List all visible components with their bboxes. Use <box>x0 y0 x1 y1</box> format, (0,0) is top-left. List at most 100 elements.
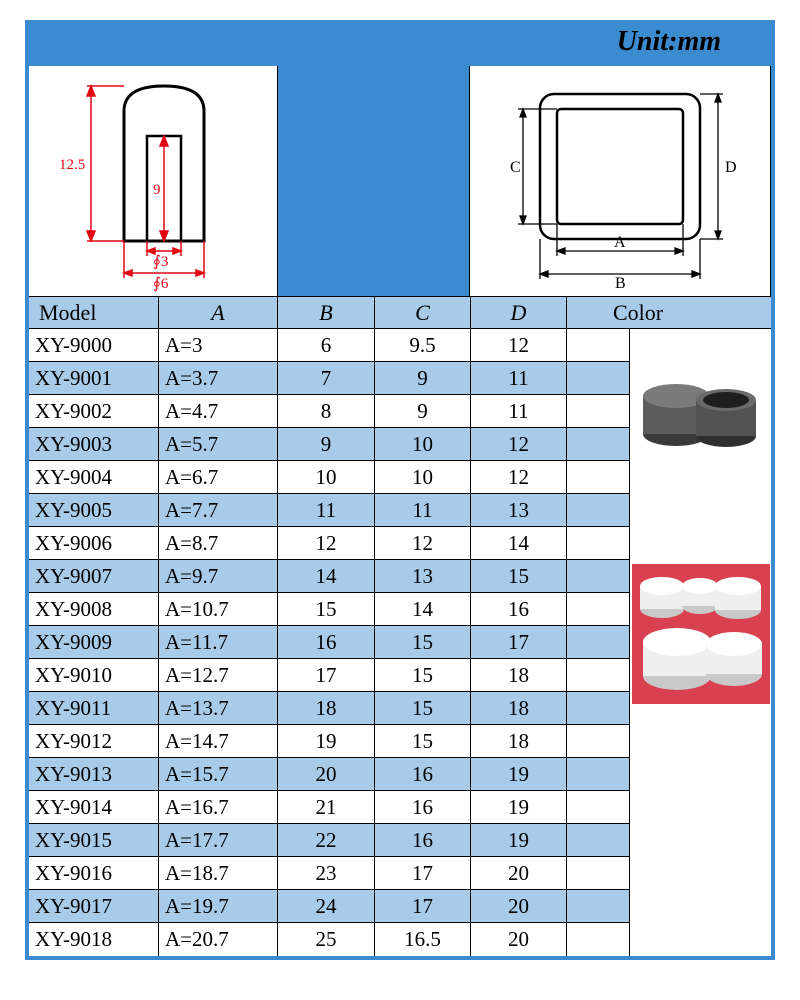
cell-c: 17 <box>375 890 471 922</box>
cell-b: 12 <box>278 527 375 559</box>
cell-b: 23 <box>278 857 375 889</box>
table-row: XY-9011A=13.7181518 <box>29 692 629 725</box>
dim-height-outer: 12.5 <box>59 157 85 173</box>
dim-d: D <box>725 159 737 176</box>
cell-d: 19 <box>471 758 567 790</box>
cell-b: 19 <box>278 725 375 757</box>
cell-c: 15 <box>375 692 471 724</box>
hdr-c: C <box>375 297 471 328</box>
cell-model: XY-9018 <box>29 923 159 956</box>
cell-d: 18 <box>471 659 567 691</box>
cell-d: 12 <box>471 461 567 493</box>
cell-c: 16 <box>375 791 471 823</box>
product-white-caps-icon <box>632 564 770 704</box>
cell-a: A=15.7 <box>159 758 278 790</box>
product-grey-caps-icon <box>638 364 763 459</box>
cell-c: 10 <box>375 428 471 460</box>
cell-c: 15 <box>375 659 471 691</box>
cell-d: 17 <box>471 626 567 658</box>
cell-model: XY-9005 <box>29 494 159 526</box>
cell-c: 15 <box>375 626 471 658</box>
cell-model: XY-9012 <box>29 725 159 757</box>
hdr-b: B <box>278 297 375 328</box>
cell-d: 20 <box>471 923 567 956</box>
cell-a: A=16.7 <box>159 791 278 823</box>
table-header: Model A B C D Color <box>29 296 771 329</box>
spec-sheet: Unit:mm 12.5 <box>25 20 775 960</box>
cell-b: 9 <box>278 428 375 460</box>
table-row: XY-9017A=19.7241720 <box>29 890 629 923</box>
cell-model: XY-9007 <box>29 560 159 592</box>
cell-d: 19 <box>471 791 567 823</box>
cell-b: 7 <box>278 362 375 394</box>
cell-model: XY-9015 <box>29 824 159 856</box>
dim-a: A <box>614 234 626 251</box>
cell-d: 18 <box>471 725 567 757</box>
cell-c: 11 <box>375 494 471 526</box>
cell-a: A=4.7 <box>159 395 278 427</box>
cell-a: A=6.7 <box>159 461 278 493</box>
cell-d: 11 <box>471 395 567 427</box>
cell-a: A=9.7 <box>159 560 278 592</box>
cell-a: A=17.7 <box>159 824 278 856</box>
table-body: XY-9000A=369.512XY-9001A=3.77911XY-9002A… <box>29 329 629 956</box>
table-row: XY-9005A=7.7111113 <box>29 494 629 527</box>
table-row: XY-9008A=10.7151416 <box>29 593 629 626</box>
cell-model: XY-9017 <box>29 890 159 922</box>
cell-model: XY-9009 <box>29 626 159 658</box>
cell-model: XY-9011 <box>29 692 159 724</box>
cell-d: 14 <box>471 527 567 559</box>
cell-c: 9 <box>375 362 471 394</box>
diagram-side-view: 12.5 9 ∮3 <box>29 66 278 296</box>
cell-d: 18 <box>471 692 567 724</box>
table-row: XY-9002A=4.78911 <box>29 395 629 428</box>
cell-d: 20 <box>471 890 567 922</box>
cell-model: XY-9008 <box>29 593 159 625</box>
cell-d: 13 <box>471 494 567 526</box>
cap-top-svg: A B C <box>470 66 770 296</box>
cell-a: A=14.7 <box>159 725 278 757</box>
cell-a: A=13.7 <box>159 692 278 724</box>
table-row: XY-9006A=8.7121214 <box>29 527 629 560</box>
dim-dia-outer: ∮6 <box>153 276 169 292</box>
cell-c: 15 <box>375 725 471 757</box>
cell-a: A=10.7 <box>159 593 278 625</box>
diagram-top-view: A B C <box>469 66 771 296</box>
cell-d: 16 <box>471 593 567 625</box>
hdr-model: Model <box>29 297 159 328</box>
cell-model: XY-9014 <box>29 791 159 823</box>
hdr-color: Color <box>567 297 709 328</box>
table-row: XY-9015A=17.7221619 <box>29 824 629 857</box>
table-body-wrap: XY-9000A=369.512XY-9001A=3.77911XY-9002A… <box>29 329 771 956</box>
dim-dia-inner: ∮3 <box>153 254 168 270</box>
diagram-spacer <box>278 66 469 296</box>
cell-b: 11 <box>278 494 375 526</box>
table-row: XY-9018A=20.72516.520 <box>29 923 629 956</box>
cell-b: 8 <box>278 395 375 427</box>
cell-d: 12 <box>471 329 567 361</box>
cell-model: XY-9004 <box>29 461 159 493</box>
cell-b: 21 <box>278 791 375 823</box>
table-row: XY-9004A=6.7101012 <box>29 461 629 494</box>
cell-a: A=7.7 <box>159 494 278 526</box>
dim-c: C <box>510 159 521 176</box>
cell-b: 20 <box>278 758 375 790</box>
cell-b: 10 <box>278 461 375 493</box>
cell-c: 13 <box>375 560 471 592</box>
cell-b: 18 <box>278 692 375 724</box>
cell-a: A=11.7 <box>159 626 278 658</box>
cell-b: 17 <box>278 659 375 691</box>
cell-c: 14 <box>375 593 471 625</box>
table-row: XY-9007A=9.7141315 <box>29 560 629 593</box>
cell-d: 11 <box>471 362 567 394</box>
cell-a: A=3.7 <box>159 362 278 394</box>
color-column <box>629 329 771 956</box>
cell-a: A=18.7 <box>159 857 278 889</box>
cell-a: A=19.7 <box>159 890 278 922</box>
hdr-a: A <box>159 297 278 328</box>
hdr-d: D <box>471 297 567 328</box>
table-row: XY-9013A=15.7201619 <box>29 758 629 791</box>
unit-label: Unit:mm <box>617 26 721 58</box>
cell-c: 16 <box>375 758 471 790</box>
dim-height-inner: 9 <box>153 182 161 198</box>
